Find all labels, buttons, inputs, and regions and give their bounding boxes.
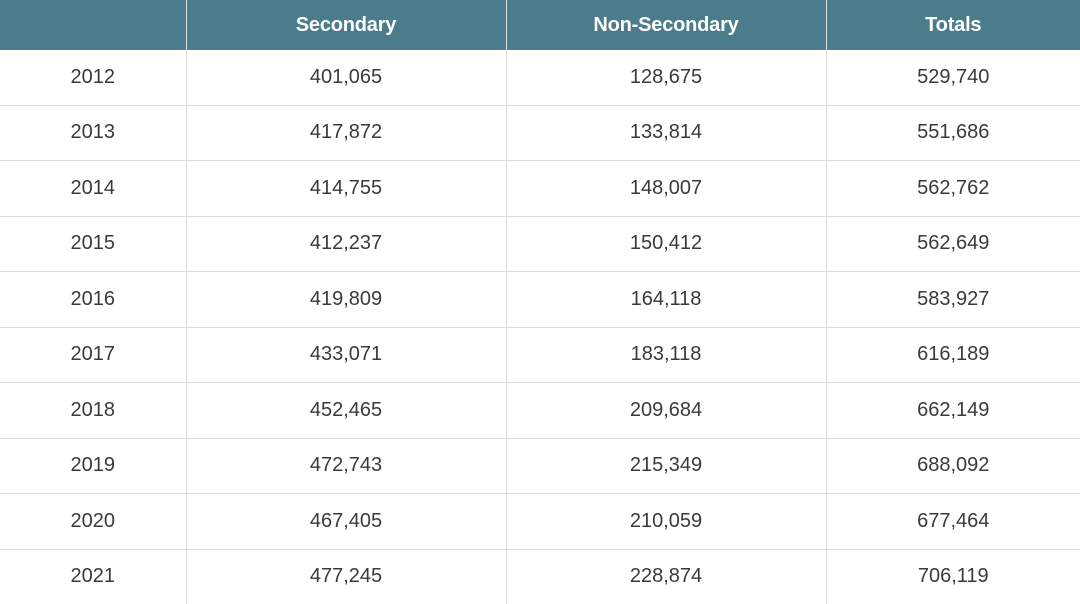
cell-totals: 662,149 (825, 382, 1080, 438)
header-cell-secondary: Secondary (185, 0, 506, 50)
cell-year: 2015 (0, 215, 186, 272)
cell-non-secondary: 164,118 (505, 271, 826, 327)
header-cell-year (0, 0, 186, 50)
cell-totals: 583,927 (825, 271, 1080, 327)
cell-totals: 551,686 (825, 104, 1080, 161)
cell-non-secondary: 150,412 (505, 215, 826, 272)
table-row: 2019 472,743 215,349 688,092 (0, 437, 1080, 494)
header-row: Secondary Non-Secondary Totals (0, 0, 1080, 50)
cell-non-secondary: 183,118 (505, 326, 826, 383)
cell-secondary: 472,743 (185, 437, 506, 494)
header-cell-totals: Totals (825, 0, 1080, 50)
cell-totals: 706,119 (825, 548, 1080, 604)
cell-year: 2017 (0, 326, 186, 383)
cell-secondary: 412,237 (185, 215, 506, 272)
header-cell-non-secondary: Non-Secondary (505, 0, 826, 50)
cell-non-secondary: 133,814 (505, 104, 826, 161)
table-row: 2014 414,755 148,007 562,762 (0, 160, 1080, 216)
cell-year: 2013 (0, 104, 186, 161)
table-row: 2016 419,809 164,118 583,927 (0, 271, 1080, 327)
cell-year: 2014 (0, 160, 186, 216)
cell-non-secondary: 148,007 (505, 160, 826, 216)
table-row: 2013 417,872 133,814 551,686 (0, 104, 1080, 161)
cell-secondary: 419,809 (185, 271, 506, 327)
table-row: 2018 452,465 209,684 662,149 (0, 382, 1080, 438)
cell-totals: 688,092 (825, 437, 1080, 494)
cell-totals: 529,740 (825, 50, 1080, 105)
table-row: 2015 412,237 150,412 562,649 (0, 215, 1080, 272)
table-row: 2021 477,245 228,874 706,119 (0, 548, 1080, 604)
cell-totals: 616,189 (825, 326, 1080, 383)
cell-non-secondary: 228,874 (505, 548, 826, 604)
cell-year: 2019 (0, 437, 186, 494)
table-row: 2017 433,071 183,118 616,189 (0, 326, 1080, 383)
cell-secondary: 477,245 (185, 548, 506, 604)
cell-year: 2021 (0, 548, 186, 604)
table-row: 2020 467,405 210,059 677,464 (0, 493, 1080, 549)
cell-totals: 562,762 (825, 160, 1080, 216)
cell-totals: 677,464 (825, 493, 1080, 549)
cell-secondary: 414,755 (185, 160, 506, 216)
cell-year: 2016 (0, 271, 186, 327)
cell-totals: 562,649 (825, 215, 1080, 272)
table-header: Secondary Non-Secondary Totals (0, 0, 1080, 50)
cell-secondary: 467,405 (185, 493, 506, 549)
cell-secondary: 401,065 (185, 50, 506, 105)
cell-year: 2018 (0, 382, 186, 438)
table-body: 2012 401,065 128,675 529,740 2013 417,87… (0, 50, 1080, 604)
cell-non-secondary: 209,684 (505, 382, 826, 438)
cell-non-secondary: 210,059 (505, 493, 826, 549)
cell-non-secondary: 128,675 (505, 50, 826, 105)
cell-year: 2012 (70, 65, 116, 88)
cell-non-secondary: 215,349 (505, 437, 826, 494)
cell-secondary: 433,071 (185, 326, 506, 383)
cell-year: 2020 (0, 493, 186, 549)
cell-secondary: 452,465 (185, 382, 506, 438)
table-row: 2012 401,065 128,675 529,740 (0, 50, 1080, 105)
cell-secondary: 417,872 (185, 104, 506, 161)
